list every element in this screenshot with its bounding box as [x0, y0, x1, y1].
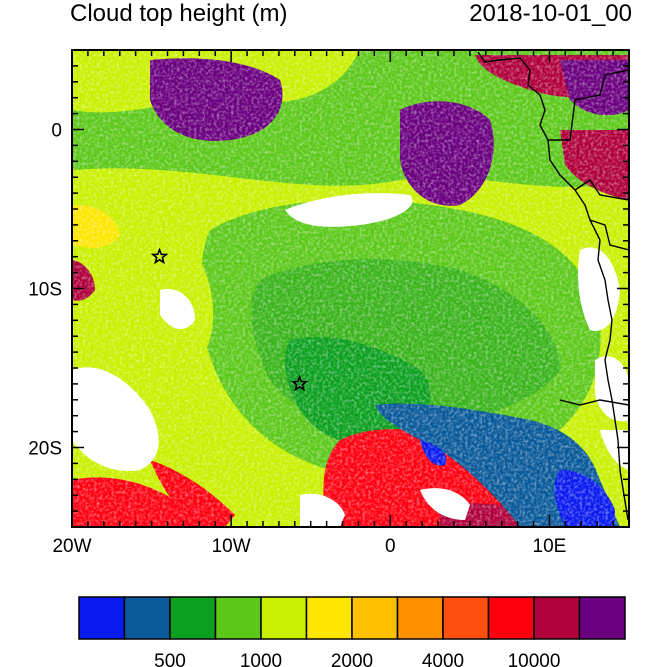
- lon-tick-label: 0: [385, 536, 396, 557]
- colorbar-swatch: [487, 596, 535, 640]
- lat-tick-label: 20S: [28, 439, 62, 460]
- colorbar-swatch: [78, 596, 126, 640]
- star-marker-north: [150, 247, 169, 265]
- station-markers: [150, 247, 309, 392]
- lat-tick-label: 0: [51, 121, 62, 142]
- longitude-labels: 20W 10W 0 10E: [52, 536, 566, 557]
- timestamp-label: 2018-10-01_00: [469, 0, 632, 27]
- cloud-top-height-field: [72, 50, 629, 527]
- star-marker-south: [290, 374, 309, 392]
- lon-tick-label: 10W: [212, 536, 251, 557]
- colorbar-labels: 500 1000 2000 4000 10000: [154, 651, 560, 667]
- map-title: Cloud top height (m): [70, 0, 288, 27]
- colorbar-swatch: [442, 596, 490, 640]
- lon-tick-label: 20W: [52, 536, 91, 557]
- colorbar-label: 1000: [240, 651, 282, 667]
- axis-ticks: [71, 49, 630, 528]
- colorbar-label: 2000: [331, 651, 373, 667]
- colorbar-swatch: [351, 596, 399, 640]
- colorbar-swatch: [169, 596, 217, 640]
- latitude-labels: 0 10S 20S: [28, 121, 62, 460]
- colorbar-swatch: [214, 596, 262, 640]
- colorbar-swatch: [305, 596, 353, 640]
- colorbar: [78, 596, 626, 640]
- colorbar-swatch: [396, 596, 444, 640]
- colorbar-swatch: [123, 596, 171, 640]
- lon-tick-label: 10E: [533, 536, 567, 557]
- colorbar-label: 10000: [508, 651, 561, 667]
- colorbar-swatch: [533, 596, 581, 640]
- lat-tick-label: 10S: [28, 280, 62, 301]
- colorbar-swatch: [260, 596, 308, 640]
- colorbar-label: 4000: [422, 651, 464, 667]
- colorbar-swatch: [578, 596, 626, 640]
- colorbar-label: 500: [154, 651, 186, 667]
